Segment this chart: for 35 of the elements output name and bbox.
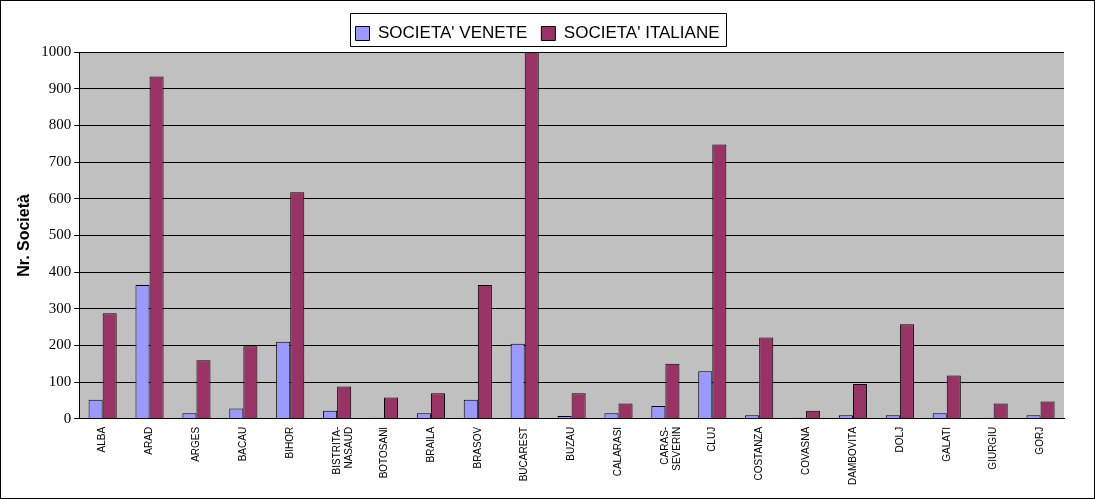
y-tick-label: 0 bbox=[63, 409, 72, 426]
x-tick-label: GORJ bbox=[1034, 426, 1046, 455]
x-tick-label: COSTANZA bbox=[752, 426, 764, 481]
x-tick-label: BUZAU bbox=[565, 426, 577, 461]
y-tick-label: 400 bbox=[48, 263, 72, 280]
x-tick-label: CALARASI bbox=[612, 426, 624, 477]
y-tick-label: 800 bbox=[48, 116, 72, 133]
y-tick-label: 300 bbox=[48, 299, 72, 316]
x-tick-label: BISTRITA-NASAUD bbox=[330, 426, 354, 475]
x-tick-label: DAMBOVITA bbox=[846, 426, 858, 485]
x-tick-label: BRAILA bbox=[424, 426, 436, 463]
y-tick-label: 1000 bbox=[41, 42, 72, 59]
y-tick-label: 700 bbox=[48, 152, 72, 169]
x-tick-label: DOLJ bbox=[893, 426, 905, 453]
y-tick-label: 900 bbox=[48, 79, 72, 96]
y-tick-label: 500 bbox=[48, 226, 72, 243]
x-tick-label: COVASNA bbox=[799, 426, 811, 476]
x-tick-label: BIHOR bbox=[283, 426, 295, 459]
y-tick-label: 100 bbox=[48, 373, 72, 390]
x-tick-label: CLUJ bbox=[706, 426, 718, 452]
y-tick-label: 600 bbox=[48, 189, 72, 206]
y-tick-label: 200 bbox=[48, 336, 72, 353]
x-tick-label: CARAS-SEVERIN bbox=[659, 426, 683, 471]
y-axis-title: Nr. Società bbox=[15, 193, 33, 277]
x-tick-label: GIURGIU bbox=[987, 426, 999, 470]
legend-label: SOCIETA' VENETE bbox=[378, 23, 528, 43]
x-tick-label: GALATI bbox=[940, 426, 952, 462]
legend-label: SOCIETA' ITALIANE bbox=[563, 23, 720, 43]
x-tick-label: ARAD bbox=[143, 426, 155, 455]
x-tick-label: BUCAREST bbox=[518, 426, 530, 482]
x-tick-label: BACAU bbox=[237, 426, 249, 462]
x-tick-label: BOTOSANI bbox=[377, 426, 389, 479]
x-tick-label: ALBA bbox=[96, 426, 108, 453]
x-tick-label: BRASOV bbox=[471, 426, 483, 469]
x-tick-label: ARGES bbox=[190, 426, 202, 462]
